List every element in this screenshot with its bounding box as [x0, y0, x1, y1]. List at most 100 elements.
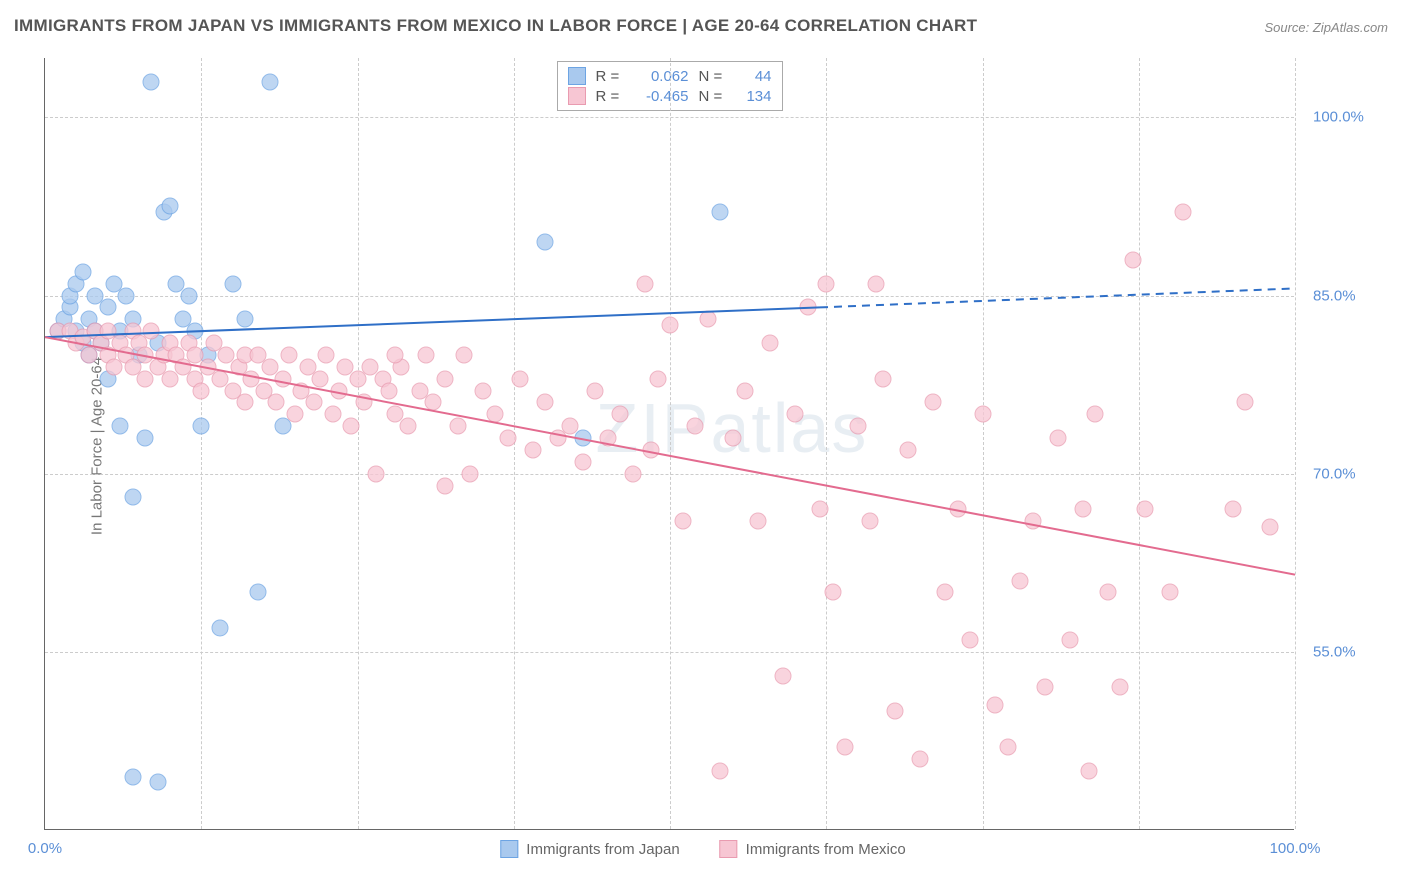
scatter-point — [1037, 679, 1054, 696]
scatter-point — [862, 513, 879, 530]
scatter-point — [437, 370, 454, 387]
scatter-point — [324, 406, 341, 423]
scatter-point — [824, 584, 841, 601]
scatter-point — [1262, 519, 1279, 536]
gridline-v — [670, 58, 671, 829]
scatter-point — [387, 346, 404, 363]
scatter-point — [1124, 251, 1141, 268]
scatter-point — [874, 370, 891, 387]
scatter-point — [474, 382, 491, 399]
scatter-point — [749, 513, 766, 530]
gridline-v — [1295, 58, 1296, 829]
legend-label: Immigrants from Japan — [526, 841, 679, 858]
scatter-point — [849, 418, 866, 435]
source-label: Source: ZipAtlas.com — [1264, 20, 1388, 35]
scatter-point — [487, 406, 504, 423]
scatter-point — [143, 323, 160, 340]
scatter-point — [887, 703, 904, 720]
scatter-point — [1024, 513, 1041, 530]
scatter-point — [274, 370, 291, 387]
stats-r-label: R = — [596, 88, 624, 105]
scatter-point — [343, 418, 360, 435]
scatter-point — [193, 382, 210, 399]
scatter-point — [124, 768, 141, 785]
scatter-point — [1099, 584, 1116, 601]
stats-r-value: -0.465 — [634, 88, 689, 105]
scatter-point — [143, 73, 160, 90]
scatter-point — [318, 346, 335, 363]
scatter-point — [837, 738, 854, 755]
scatter-point — [193, 418, 210, 435]
scatter-point — [330, 382, 347, 399]
y-tick-label: 55.0% — [1313, 643, 1356, 660]
gridline-v — [201, 58, 202, 829]
scatter-point — [1087, 406, 1104, 423]
x-tick-label: 0.0% — [28, 840, 62, 857]
scatter-point — [1224, 501, 1241, 518]
scatter-point — [499, 430, 516, 447]
scatter-point — [124, 489, 141, 506]
scatter-point — [737, 382, 754, 399]
scatter-point — [649, 370, 666, 387]
scatter-point — [74, 263, 91, 280]
gridline-v — [983, 58, 984, 829]
legend-swatch — [568, 87, 586, 105]
chart-container: IMMIGRANTS FROM JAPAN VS IMMIGRANTS FROM… — [0, 0, 1406, 892]
plot-area: ZIPatlas R =0.062N =44R =-0.465N =134 55… — [44, 58, 1294, 830]
y-tick-label: 100.0% — [1313, 109, 1364, 126]
scatter-point — [355, 394, 372, 411]
scatter-point — [212, 620, 229, 637]
scatter-point — [1112, 679, 1129, 696]
scatter-point — [118, 287, 135, 304]
scatter-point — [249, 584, 266, 601]
scatter-point — [962, 631, 979, 648]
scatter-point — [799, 299, 816, 316]
scatter-point — [912, 750, 929, 767]
scatter-point — [674, 513, 691, 530]
legend-label: Immigrants from Mexico — [746, 841, 906, 858]
watermark: ZIPatlas — [596, 388, 869, 468]
stats-n-label: N = — [699, 68, 727, 85]
scatter-point — [99, 299, 116, 316]
scatter-point — [437, 477, 454, 494]
scatter-point — [1174, 204, 1191, 221]
gridline-v — [826, 58, 827, 829]
chart-title: IMMIGRANTS FROM JAPAN VS IMMIGRANTS FROM… — [14, 16, 977, 36]
scatter-point — [699, 311, 716, 328]
scatter-point — [112, 418, 129, 435]
scatter-point — [818, 275, 835, 292]
scatter-point — [762, 335, 779, 352]
scatter-point — [424, 394, 441, 411]
scatter-point — [712, 204, 729, 221]
scatter-point — [774, 667, 791, 684]
scatter-point — [224, 275, 241, 292]
legend-swatch — [720, 840, 738, 858]
scatter-point — [537, 394, 554, 411]
scatter-point — [380, 382, 397, 399]
legend-swatch — [568, 67, 586, 85]
scatter-point — [449, 418, 466, 435]
scatter-point — [587, 382, 604, 399]
scatter-point — [268, 394, 285, 411]
scatter-point — [280, 346, 297, 363]
scatter-point — [287, 406, 304, 423]
scatter-point — [599, 430, 616, 447]
scatter-point — [137, 430, 154, 447]
scatter-point — [574, 453, 591, 470]
scatter-point — [512, 370, 529, 387]
legend-item: Immigrants from Mexico — [720, 840, 906, 858]
scatter-point — [237, 394, 254, 411]
scatter-point — [562, 418, 579, 435]
scatter-point — [987, 697, 1004, 714]
stats-r-value: 0.062 — [634, 68, 689, 85]
scatter-point — [662, 317, 679, 334]
scatter-point — [1012, 572, 1029, 589]
scatter-point — [937, 584, 954, 601]
scatter-point — [462, 465, 479, 482]
scatter-point — [624, 465, 641, 482]
scatter-point — [312, 370, 329, 387]
scatter-point — [524, 441, 541, 458]
scatter-point — [637, 275, 654, 292]
scatter-point — [787, 406, 804, 423]
legend-item: Immigrants from Japan — [500, 840, 679, 858]
